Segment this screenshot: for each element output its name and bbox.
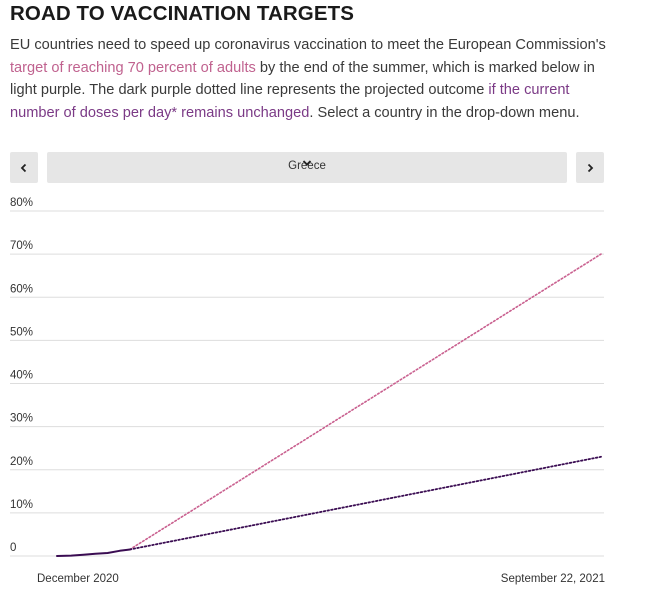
y-tick-label: 70% (10, 240, 33, 252)
intro-text: EU countries need to speed up coronaviru… (10, 34, 610, 124)
y-tick-label: 60% (10, 283, 33, 295)
chevron-down-icon (302, 160, 312, 166)
y-tick-label: 40% (10, 370, 33, 382)
vaccination-chart: 0 10% 20% 30% 40% 50% 60% 70% 80% December 2020 Se… (10, 197, 605, 585)
chevron-right-icon (587, 163, 594, 172)
y-tick-label: 50% (10, 326, 33, 338)
intro-text-part-3: . Select a country in the drop-down menu… (309, 104, 580, 121)
country-select-value: Greece (288, 160, 326, 172)
intro-text-part-1: EU countries need to speed up coronaviru… (10, 37, 606, 53)
y-tick-label: 20% (10, 456, 33, 468)
next-country-button[interactable] (576, 152, 604, 183)
projection-line (128, 455, 602, 551)
x-tick-label: September 22, 2021 (501, 573, 605, 585)
country-select[interactable]: Greece (47, 152, 567, 183)
y-tick-label: 80% (10, 197, 33, 209)
y-tick-label: 0 (10, 542, 16, 554)
target-link[interactable]: target of reaching 70 percent of adults (10, 59, 256, 76)
doses-per-day-link[interactable]: if the current number of doses per day* … (10, 82, 570, 121)
page-title: ROAD TO VACCINATION TARGETS (10, 2, 354, 25)
actual-vaccination-line (56, 548, 131, 557)
intro-text-part-2: by the end of the summer, which is marke… (10, 59, 595, 99)
y-tick-label: 30% (10, 413, 33, 425)
chevron-left-icon (20, 163, 27, 172)
previous-country-button[interactable] (10, 152, 38, 183)
y-tick-label: 10% (10, 499, 33, 511)
target-line (129, 253, 602, 551)
x-tick-label: December 2020 (37, 573, 119, 585)
